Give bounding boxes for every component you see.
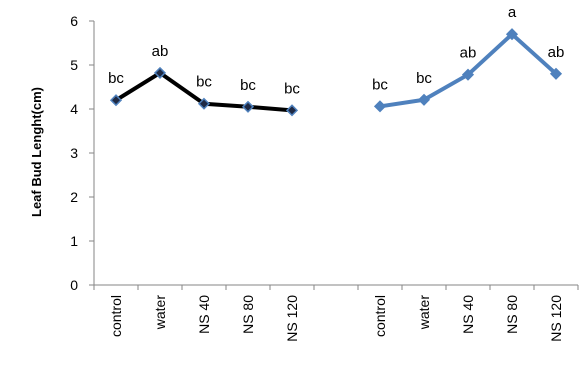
- x-category-label: control: [372, 295, 388, 337]
- data-point-marker: [241, 100, 255, 113]
- data-point-marker: [285, 104, 299, 117]
- significance-label: bc: [284, 80, 300, 97]
- data-point-marker: [549, 67, 563, 80]
- y-tick-label: 5: [70, 57, 78, 73]
- significance-label: ab: [548, 44, 565, 61]
- y-tick-label: 1: [70, 233, 78, 249]
- x-category-label: NS 40: [196, 295, 212, 334]
- x-category-label: water: [152, 295, 168, 331]
- significance-label: ab: [152, 43, 169, 60]
- x-category-label: water: [416, 295, 432, 331]
- data-point-marker: [109, 94, 123, 107]
- data-point-marker: [197, 97, 211, 110]
- x-category-label: NS 80: [240, 295, 256, 334]
- series-2: bc bc ab a ab: [372, 4, 565, 113]
- x-category-label: NS 120: [548, 295, 564, 342]
- y-axis-title: Leaf Bud Lenght(cm): [29, 87, 44, 217]
- significance-label: a: [508, 4, 517, 21]
- x-axis-ticks: control water NS 40 NS 80 NS 120 control water…: [93, 285, 579, 342]
- significance-label: bc: [108, 70, 124, 87]
- x-category-label: control: [108, 295, 124, 337]
- y-tick-label: 6: [70, 13, 78, 29]
- x-category-label: NS 80: [504, 295, 520, 334]
- data-point-marker: [461, 68, 475, 81]
- significance-label: ab: [460, 45, 477, 62]
- x-category-label: NS 40: [460, 295, 476, 334]
- y-axis-ticks: 0 1 2 3 4 5 6: [70, 13, 94, 293]
- significance-label: bc: [416, 70, 432, 87]
- y-tick-label: 0: [70, 277, 78, 293]
- significance-label: bc: [240, 77, 256, 94]
- data-point-marker: [153, 66, 167, 79]
- data-point-marker: [373, 100, 387, 113]
- y-tick-label: 2: [70, 189, 78, 205]
- significance-label: bc: [196, 74, 212, 91]
- y-tick-label: 3: [70, 145, 78, 161]
- series-layer: bc ab bc bc bc bc bc ab a ab: [108, 4, 565, 117]
- series-1: bc ab bc bc bc: [108, 43, 300, 117]
- data-point-marker: [417, 93, 431, 106]
- x-category-label: NS 120: [284, 295, 300, 342]
- data-point-marker: [505, 28, 519, 41]
- y-tick-label: 4: [70, 101, 78, 117]
- significance-label: bc: [372, 76, 388, 93]
